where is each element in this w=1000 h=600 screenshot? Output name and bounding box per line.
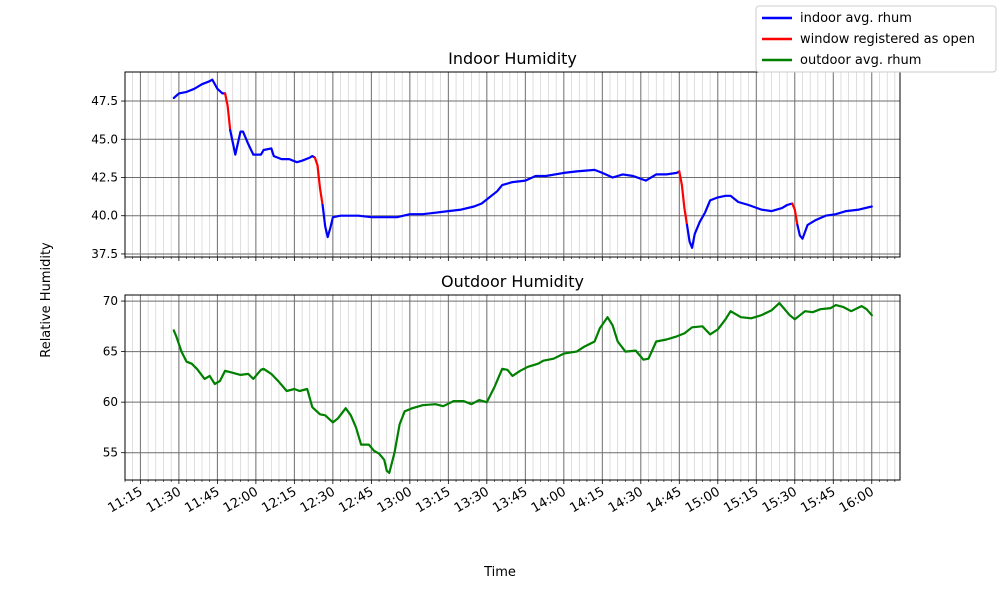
y-tick-label: 42.5 (91, 170, 118, 184)
legend-label: outdoor avg. rhum (800, 53, 921, 68)
panel-title: Outdoor Humidity (441, 272, 584, 291)
y-tick-label: 70 (103, 294, 118, 308)
series-line-outdoor-avg-rhum-0 (172, 302, 873, 474)
x-tick-label: 15:15 (721, 484, 761, 516)
x-tick-label: 11:15 (105, 484, 145, 516)
x-tick-label: 11:30 (144, 484, 184, 516)
x-tick-label: 13:15 (413, 484, 453, 516)
x-tick-label: 15:30 (760, 484, 800, 516)
x-tick-label: 12:30 (298, 484, 338, 516)
y-tick-label: 65 (103, 345, 118, 359)
series-line-indoor-avg-rhum-2 (229, 129, 316, 164)
panel-title: Indoor Humidity (448, 49, 577, 68)
y-axis-label: Relative Humidity (39, 242, 54, 358)
y-tick-label: 37.5 (91, 247, 118, 261)
x-tick-label: 14:15 (567, 484, 607, 516)
series-line-indoor-avg-rhum-0 (172, 78, 227, 100)
x-tick-label: 15:45 (798, 484, 838, 516)
legend: indoor avg. rhum window registered as ope… (755, 5, 997, 73)
series-line-indoor-avg-rhum-6 (685, 194, 794, 249)
panel-2: 55 60 65 70 Outdoor Humidity (103, 272, 901, 484)
axes-frame (124, 294, 901, 481)
axes-frame (124, 71, 901, 258)
y-tick-label: 55 (103, 446, 118, 460)
series-line-window-registered-as-open-7 (791, 202, 799, 226)
x-axis-label: Time (483, 565, 516, 580)
panel-1: 37.5 40.0 42.5 45.0 47.5 Indoor Humidity (91, 49, 901, 261)
series-line-indoor-avg-rhum-4 (321, 168, 681, 239)
y-tick-label: 47.5 (91, 94, 118, 108)
x-tick-label: 14:30 (606, 484, 646, 516)
y-tick-label: 45.0 (91, 132, 118, 146)
legend-box (755, 5, 997, 73)
x-tick-label: 11:45 (182, 484, 222, 516)
x-tick-label: 13:30 (452, 484, 492, 516)
y-tick-label: 60 (103, 395, 118, 409)
legend-label: window registered as open (800, 32, 975, 47)
series-line-window-registered-as-open-1 (224, 92, 232, 132)
x-tick-label: 12:00 (221, 484, 261, 516)
series-line-indoor-avg-rhum-8 (796, 205, 873, 240)
x-tick-label: 13:45 (490, 484, 530, 516)
x-tick-label: 12:15 (259, 484, 299, 516)
x-tick-label: 12:45 (336, 484, 376, 516)
x-tick-label: 13:00 (375, 484, 415, 516)
y-tick-label: 40.0 (91, 209, 118, 223)
legend-label: indoor avg. rhum (800, 11, 912, 26)
x-tick-label: 14:45 (644, 484, 684, 516)
series-line-window-registered-as-open-3 (313, 156, 324, 207)
series-line-window-registered-as-open-5 (678, 170, 689, 226)
x-tick-label: 16:00 (837, 484, 877, 516)
x-tick-label: 14:00 (529, 484, 569, 516)
x-tick-label: 15:00 (683, 484, 723, 516)
